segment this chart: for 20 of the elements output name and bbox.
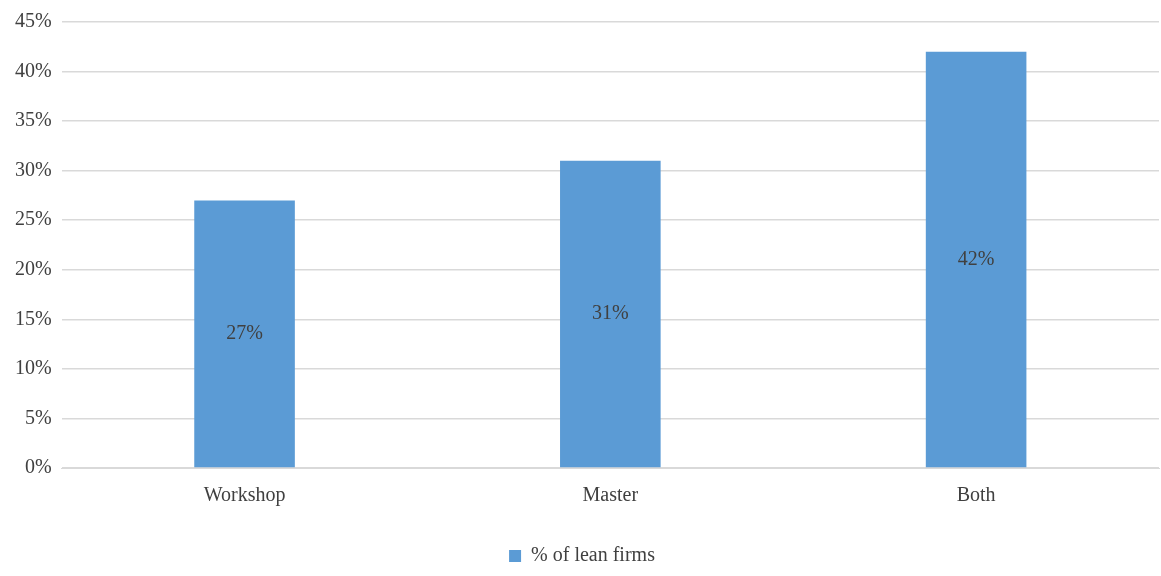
data-label: 27%: [226, 321, 263, 344]
y-tick-label: 20%: [14, 257, 52, 280]
y-tick-label: 40%: [14, 58, 52, 81]
bar: [560, 160, 661, 468]
y-tick-label: 0%: [24, 455, 52, 478]
x-tick-label: Both: [956, 483, 996, 506]
y-tick-label: 30%: [14, 157, 52, 180]
y-tick-label: 5%: [24, 405, 52, 428]
x-tick-label: Workshop: [203, 483, 286, 507]
data-label: 31%: [591, 301, 629, 324]
data-label: 42%: [957, 246, 995, 269]
legend-label: % of lean firms: [531, 543, 656, 566]
y-tick-label: 10%: [14, 356, 52, 379]
bar: [925, 51, 1027, 468]
y-tick-label: 25%: [14, 207, 52, 230]
bar: [194, 200, 295, 468]
y-tick-label: 35%: [14, 108, 52, 131]
y-tick-label: 45%: [14, 9, 52, 32]
x-tick-label: Master: [582, 483, 639, 506]
y-tick-label: 15%: [14, 306, 52, 329]
